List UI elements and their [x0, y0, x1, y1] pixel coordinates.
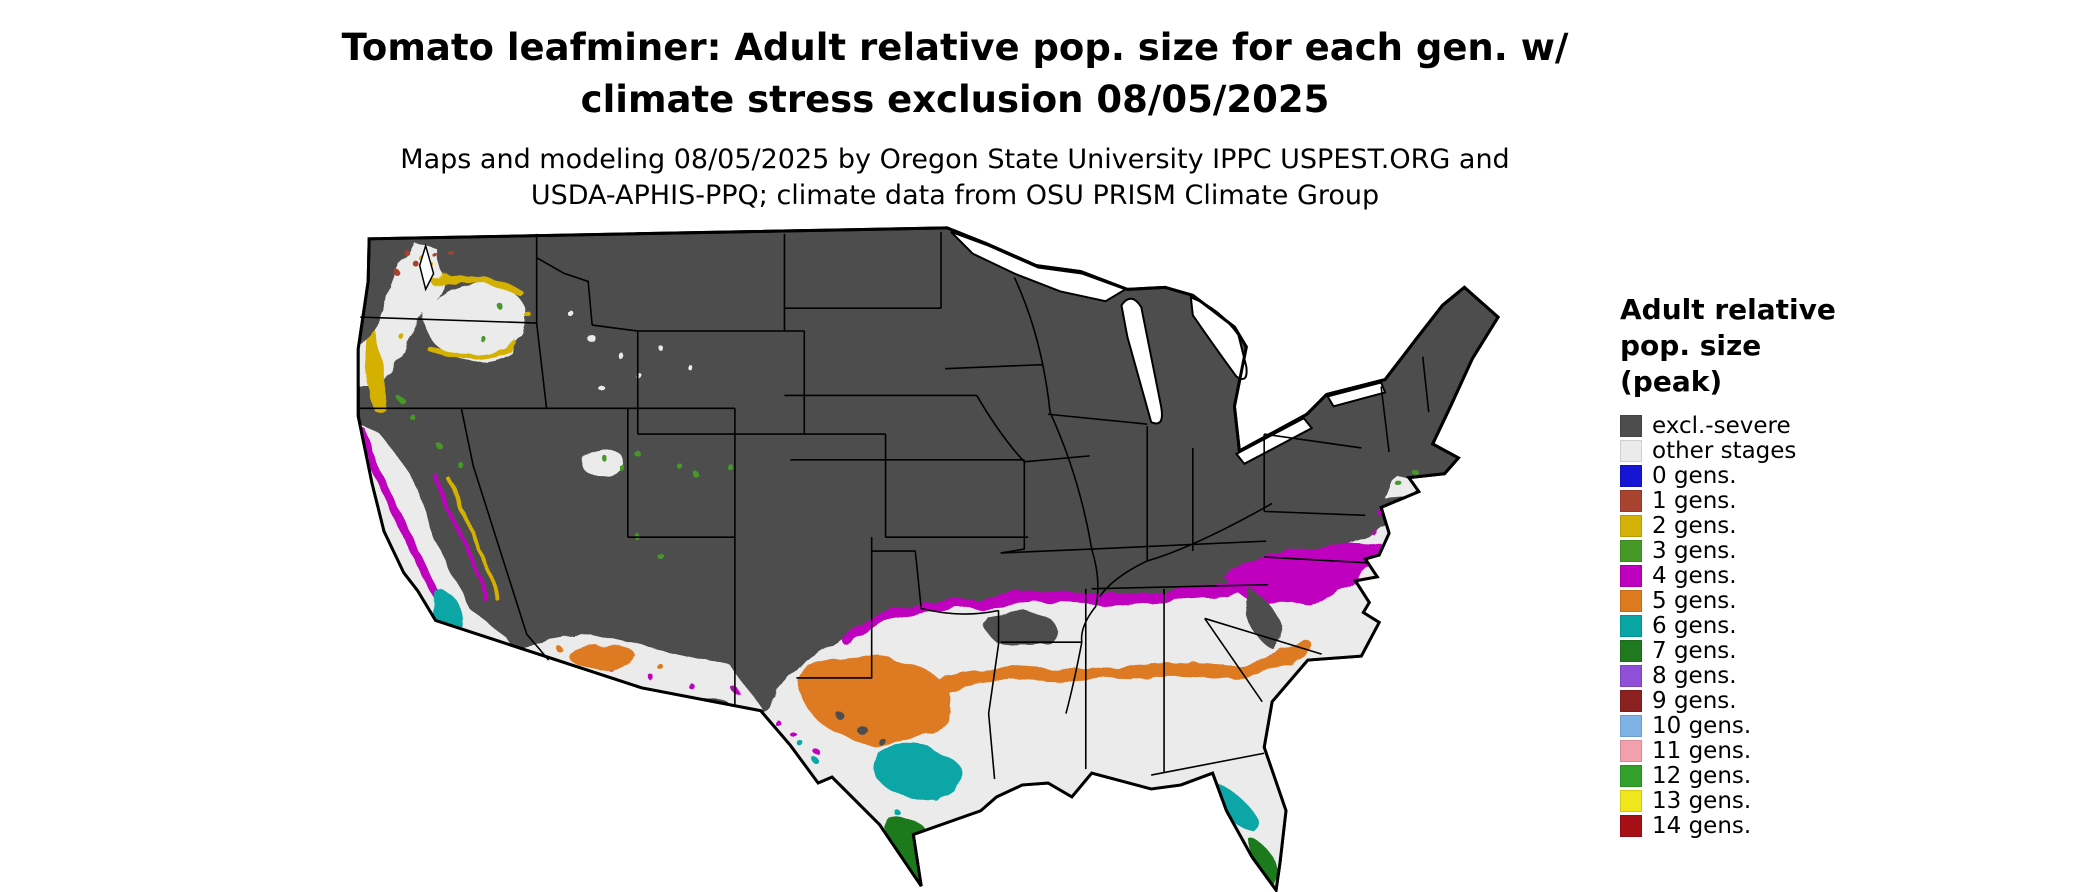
legend-item-gen-12: 12 gens. — [1620, 762, 1920, 789]
legend-swatch — [1620, 614, 1642, 637]
title-line-1: Tomato leafminer: Adult relative pop. si… — [341, 26, 1569, 69]
lake-erie — [1234, 416, 1314, 466]
legend-label: 2 gens. — [1652, 512, 1737, 539]
legend-item-gen-13: 13 gens. — [1620, 787, 1920, 814]
legend-label: 10 gens. — [1652, 712, 1752, 739]
legend-item-gen-1: 1 gens. — [1620, 487, 1920, 514]
legend-label: 3 gens. — [1652, 537, 1737, 564]
title-line-2: climate stress exclusion 08/05/2025 — [580, 77, 1330, 121]
legend-item-gen-7: 7 gens. — [1620, 637, 1920, 664]
legend-item-gen-10: 10 gens. — [1620, 712, 1920, 739]
legend-swatch — [1620, 489, 1642, 512]
legend-swatch — [1620, 689, 1642, 712]
subtitle-line-1: Maps and modeling 08/05/2025 by Oregon S… — [400, 143, 1510, 175]
legend-swatch — [1620, 789, 1642, 812]
legend-item-gen-14: 14 gens. — [1620, 812, 1920, 839]
page-subtitle: Maps and modeling 08/05/2025 by Oregon S… — [0, 142, 1910, 215]
legend-swatch — [1620, 539, 1642, 562]
legend: Adult relative pop. size (peak) excl.-se… — [1620, 292, 1920, 839]
legend-title-line-2: pop. size — [1620, 328, 1762, 362]
legend-label: 6 gens. — [1652, 612, 1737, 639]
legend-label: 5 gens. — [1652, 587, 1737, 614]
legend-swatch — [1620, 564, 1642, 587]
legend-swatch — [1620, 414, 1642, 437]
legend-item-gen-5: 5 gens. — [1620, 587, 1920, 614]
legend-item-gen-2: 2 gens. — [1620, 512, 1920, 539]
subtitle-line-2: USDA-APHIS-PPQ; climate data from OSU PR… — [530, 180, 1380, 212]
legend-label: 9 gens. — [1652, 687, 1737, 714]
map-region-gen3-green-specks — [394, 304, 1414, 558]
legend-swatch — [1620, 664, 1642, 687]
legend-swatch — [1620, 814, 1642, 837]
legend-swatch — [1620, 514, 1642, 537]
map-region-excluded-intrusions — [834, 584, 1284, 746]
legend-title: Adult relative pop. size (peak) — [1620, 292, 1920, 399]
legend-title-line-3: (peak) — [1620, 364, 1723, 398]
us-generation-map — [340, 218, 1554, 892]
legend-swatch — [1620, 639, 1642, 662]
page-title: Tomato leafminer: Adult relative pop. si… — [0, 22, 1910, 126]
legend-label: excl.-severe — [1652, 412, 1791, 439]
state-borders — [358, 231, 1430, 780]
legend-item-gen-4: 4 gens. — [1620, 562, 1920, 589]
legend-item-gen-11: 11 gens. — [1620, 737, 1920, 764]
us-map-svg — [356, 226, 1500, 892]
legend-label: 12 gens. — [1652, 762, 1752, 789]
legend-swatch — [1620, 764, 1642, 787]
legend-item-other-stages: other stages — [1620, 437, 1920, 464]
legend-swatch — [1620, 464, 1642, 487]
legend-item-gen-9: 9 gens. — [1620, 687, 1920, 714]
map-region-gen1-darkred-specks — [394, 248, 454, 277]
legend-label: 0 gens. — [1652, 462, 1737, 489]
legend-label: 14 gens. — [1652, 812, 1752, 839]
legend-label: 11 gens. — [1652, 737, 1752, 764]
legend-item-gen-8: 8 gens. — [1620, 662, 1920, 689]
legend-label: 13 gens. — [1652, 787, 1752, 814]
map-region-gen7-green — [885, 817, 1279, 889]
map-region-gen5-orange — [557, 639, 1313, 747]
lake-michigan — [1120, 297, 1163, 425]
legend-item-gen-6: 6 gens. — [1620, 612, 1920, 639]
lake-ontario — [1326, 381, 1387, 408]
legend-label: 8 gens. — [1652, 662, 1737, 689]
legend-label: other stages — [1652, 437, 1797, 464]
legend-item-gen-0: 0 gens. — [1620, 462, 1920, 489]
puget-sound — [418, 243, 435, 292]
legend-label: 7 gens. — [1652, 637, 1737, 664]
legend-swatch — [1620, 439, 1642, 462]
legend-label: 1 gens. — [1652, 487, 1737, 514]
legend-swatch — [1620, 739, 1642, 762]
legend-title-line-1: Adult relative — [1620, 293, 1836, 326]
legend-swatch — [1620, 589, 1642, 612]
legend-label: 4 gens. — [1652, 562, 1737, 589]
legend-swatch — [1620, 714, 1642, 737]
header: Tomato leafminer: Adult relative pop. si… — [0, 22, 1910, 214]
legend-item-gen-3: 3 gens. — [1620, 537, 1920, 564]
great-lakes — [418, 230, 1387, 466]
legend-item-excl-severe: excl.-severe — [1620, 412, 1920, 439]
legend-list: excl.-severe other stages 0 gens. 1 gens… — [1620, 412, 1920, 839]
